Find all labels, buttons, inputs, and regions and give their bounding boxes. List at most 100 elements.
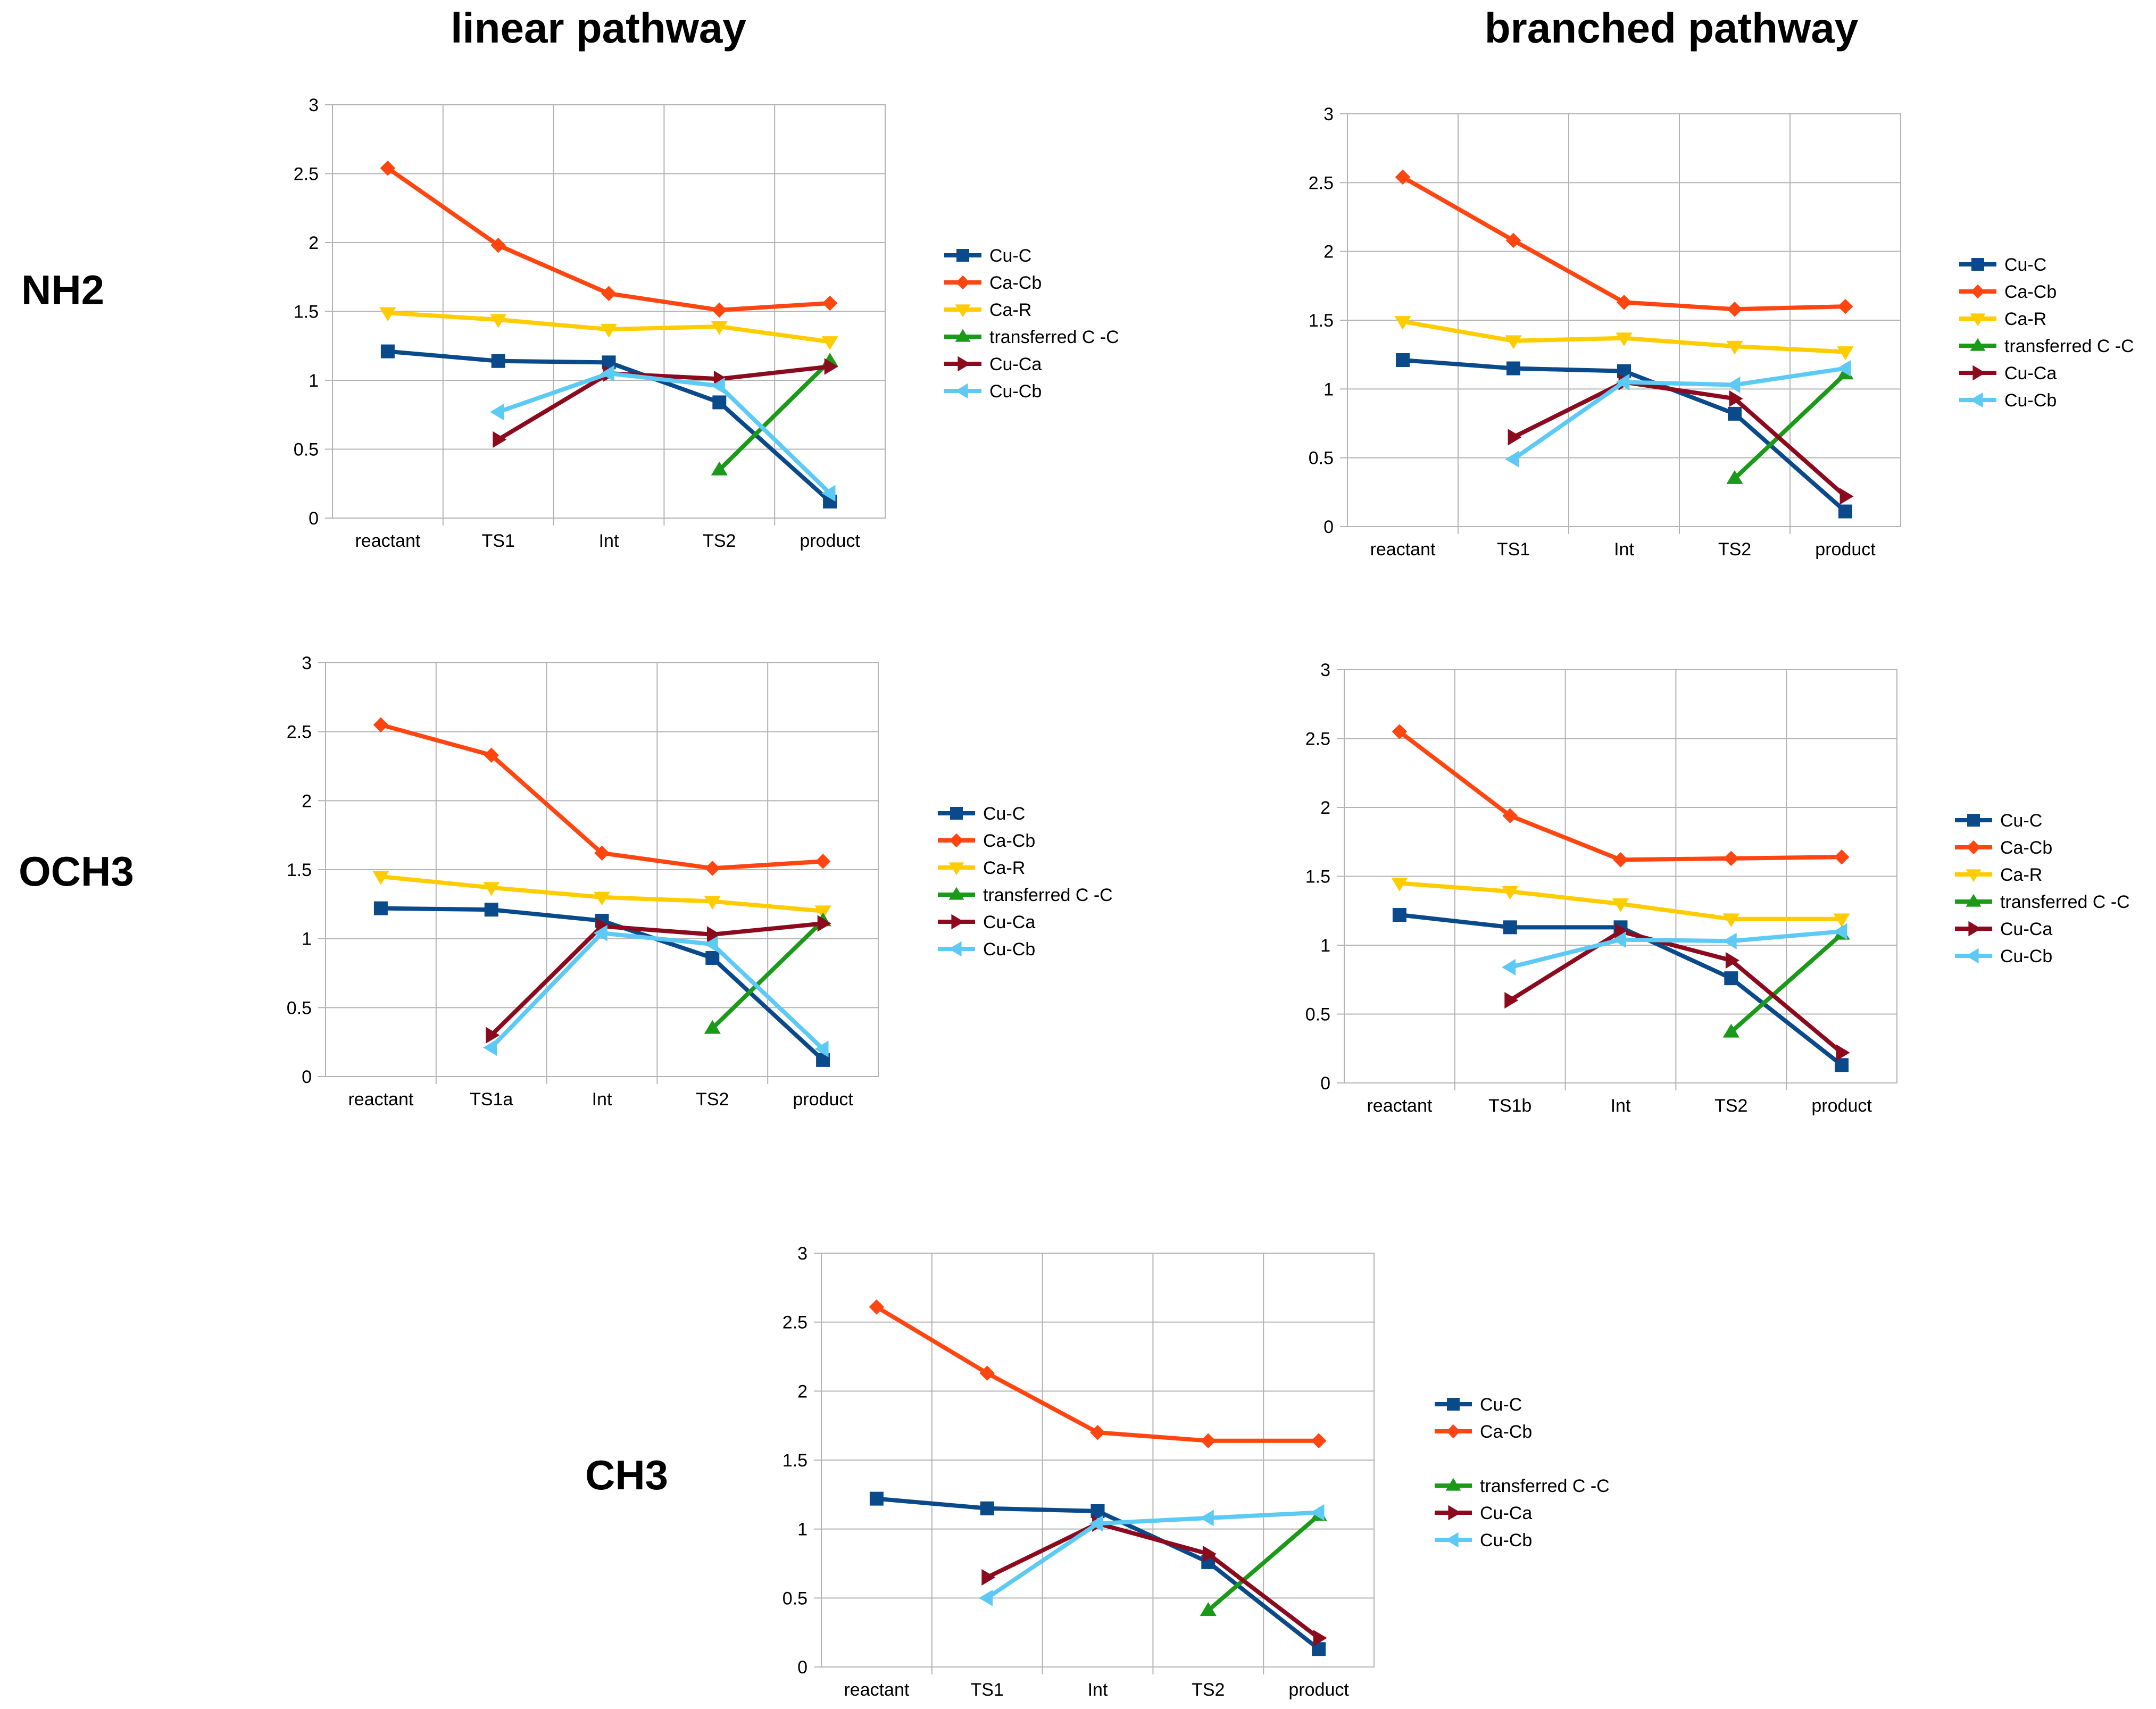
legend-marker-ca-cb (1970, 284, 1985, 299)
y-tick-label: 2 (309, 233, 319, 253)
legend-marker-cu-cb (1966, 948, 1979, 964)
data-point-ca-cb (705, 861, 720, 876)
series-line-cu-ca (986, 1521, 1320, 1640)
x-tick-label: TS1b (1488, 1096, 1531, 1116)
data-point-cu-cb (1837, 360, 1851, 377)
data-point-cu-c (869, 1491, 884, 1506)
y-tick-label: 1 (1320, 936, 1330, 956)
series-line-cu-cb (489, 931, 825, 1051)
legend-label-ca-r: Ca-R (2000, 865, 2042, 885)
x-tick-label: TS1 (971, 1680, 1004, 1700)
series-line-ca-cb (1398, 730, 1842, 862)
data-point-cu-c (1724, 971, 1738, 986)
x-tick-label: Int (599, 531, 619, 551)
data-point-cu-c (980, 1501, 994, 1515)
y-tick-label: 0.5 (287, 998, 312, 1018)
data-point-ca-cb (712, 302, 727, 318)
y-tick-label: 1 (309, 371, 319, 391)
data-point-ca-r (490, 314, 507, 328)
series-line-cu-ca (497, 364, 830, 441)
column-title-branched: branched pathway (1485, 4, 1859, 52)
data-point-ca-cb (869, 1299, 885, 1315)
legend-label-cu-cb: Cu-Cb (989, 381, 1042, 402)
data-point-ca-r (593, 891, 611, 906)
y-tick-label: 0.5 (783, 1588, 808, 1608)
legend-label-transferred-c-c: transferred C -C (983, 885, 1113, 905)
data-point-cu-cb (483, 1039, 497, 1056)
data-point-cu-c (484, 903, 498, 917)
data-point-cu-ca (1202, 1545, 1217, 1562)
x-tick-label: TS2 (696, 1089, 729, 1110)
data-point-ca-cb (1505, 232, 1521, 248)
data-point-cu-ca (824, 358, 838, 375)
legend-label-cu-ca: Cu-Ca (989, 354, 1042, 374)
x-tick-label: TS2 (1718, 539, 1751, 560)
y-tick-label: 0.5 (1305, 1005, 1330, 1025)
legend-marker-ca-r (1966, 869, 1982, 882)
legend-marker-ca-cb (955, 275, 970, 290)
data-point-cu-c (1392, 908, 1406, 922)
legend-label-transferred-c-c: transferred C -C (2000, 892, 2130, 912)
data-point-ca-r (1616, 332, 1633, 347)
legend-marker-cu-ca (951, 914, 964, 930)
x-tick-label: TS1 (1497, 539, 1530, 560)
plot-frame (325, 662, 879, 1077)
data-point-ca-cb (490, 237, 506, 253)
data-point-cu-c (1503, 920, 1517, 935)
data-point-cu-c (1091, 1504, 1105, 1518)
x-tick-label: product (800, 531, 860, 551)
legend-label-transferred-c-c: transferred C -C (1480, 1476, 1610, 1496)
data-point-cu-cb (593, 924, 607, 941)
y-tick-label: 2 (797, 1381, 808, 1402)
legend-marker-ca-r (955, 304, 971, 318)
legend-label-cu-cb: Cu-Cb (983, 939, 1035, 960)
row-label-och3: OCH3 (19, 848, 134, 895)
x-tick-label: reactant (355, 531, 420, 551)
data-point-cu-c (491, 354, 505, 368)
series-line-cu-ca (1509, 929, 1843, 1055)
charts-group: 0 0.5 1 1.5 2 2.5 3 reactant TS1 Int TS2 product Cu-… (287, 95, 2134, 1700)
data-point-cu-cb (1726, 376, 1741, 394)
x-tick-label: TS2 (1714, 1096, 1747, 1116)
series-line-transferred-c-c (1729, 932, 1843, 1034)
data-point-cu-c (1838, 504, 1852, 519)
data-point-ca-r (600, 323, 618, 338)
data-point-ca-cb (594, 845, 610, 861)
x-tick-label: product (1815, 539, 1876, 560)
legend-label-transferred-c-c: transferred C -C (989, 327, 1119, 347)
x-tick-label: TS2 (1192, 1680, 1225, 1700)
data-point-cu-cb (979, 1589, 993, 1606)
legend-marker-cu-c (1971, 258, 1984, 271)
data-point-ca-cb (1502, 808, 1518, 823)
data-point-ca-cb (1090, 1424, 1105, 1440)
legend-marker-transferred-c-c (1970, 338, 1986, 351)
y-tick-label: 0 (1320, 1073, 1330, 1094)
legend-marker-transferred-c-c (955, 329, 971, 342)
data-point-cu-cb (1505, 451, 1519, 468)
legend-label-cu-c: Cu-C (2000, 811, 2042, 831)
series-line-cu-cb (497, 371, 831, 495)
legend-marker-cu-ca (1448, 1505, 1461, 1521)
data-point-ca-r (821, 336, 838, 351)
data-point-cu-ca (817, 915, 831, 932)
data-point-ca-cb (1613, 852, 1628, 868)
legend-label-cu-cb: Cu-Cb (2004, 390, 2057, 411)
x-tick-label: reactant (844, 1680, 909, 1700)
data-point-cu-c (705, 951, 720, 965)
legend-marker-transferred-c-c (948, 887, 964, 900)
data-point-cu-cb (1722, 932, 1737, 949)
legend-marker-ca-cb (1446, 1424, 1461, 1439)
data-point-ca-r (1391, 878, 1408, 892)
x-tick-label: product (1288, 1680, 1349, 1700)
y-tick-label: 2 (302, 791, 312, 811)
data-point-ca-cb (1616, 295, 1632, 310)
data-point-cu-ca (981, 1569, 996, 1586)
chart-ch3-linear: 0 0.5 1 1.5 2 2.5 3 reactant TS1 Int TS2 product Cu-… (783, 1244, 1610, 1700)
data-point-ca-cb (1392, 724, 1408, 739)
legend-marker-transferred-c-c (1966, 894, 1982, 907)
y-tick-label: 3 (797, 1244, 808, 1264)
legend-label-cu-c: Cu-C (2004, 255, 2046, 275)
row-label-ch3: CH3 (585, 1452, 668, 1498)
legend-marker-cu-c (1447, 1398, 1460, 1411)
